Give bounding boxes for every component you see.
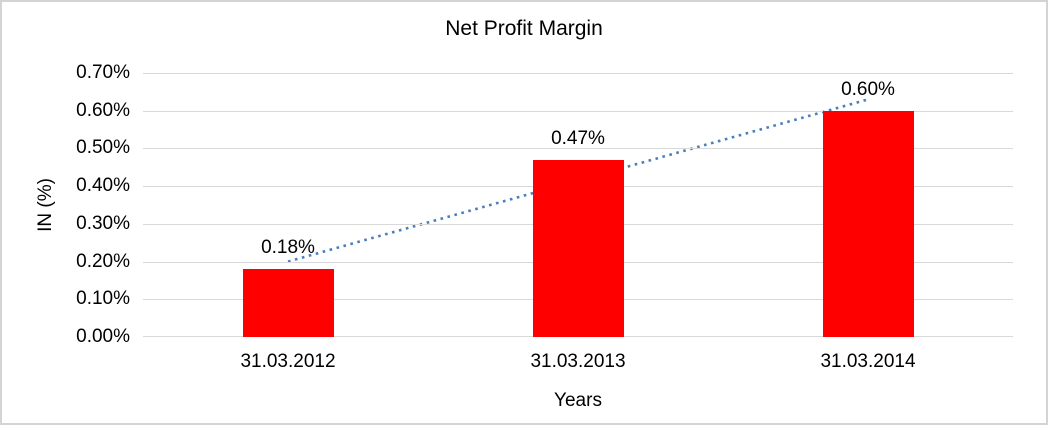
y-tick-label: 0.50% xyxy=(76,137,130,159)
x-tick-label: 31.03.2013 xyxy=(530,351,626,372)
y-tick-label: 0.60% xyxy=(76,99,130,121)
x-axis-title: Years xyxy=(554,390,602,411)
chart-title: Net Profit Margin xyxy=(445,17,603,40)
y-tick-label: 0.70% xyxy=(76,62,130,83)
bar-value-label: 0.18% xyxy=(261,237,315,259)
y-tick-label: 0.30% xyxy=(76,212,130,234)
y-tick-label: 0.40% xyxy=(76,175,130,197)
bar-value-label: 0.60% xyxy=(841,78,895,100)
gridline xyxy=(143,111,1013,112)
bar-value-label: 0.47% xyxy=(551,127,605,149)
bar xyxy=(242,269,334,337)
gridline xyxy=(143,148,1013,149)
y-tick-label: 0.10% xyxy=(76,288,130,310)
y-tick-label: 0.00% xyxy=(76,326,130,347)
x-tick-label: 31.03.2014 xyxy=(820,351,916,372)
bar xyxy=(822,110,914,337)
gridline xyxy=(143,73,1013,74)
x-tick-label: 31.03.2012 xyxy=(240,351,336,372)
plot-area: 0.18% 0.47% 0.60% xyxy=(143,73,1013,337)
bar xyxy=(532,159,624,337)
y-tick-label: 0.20% xyxy=(76,250,130,272)
